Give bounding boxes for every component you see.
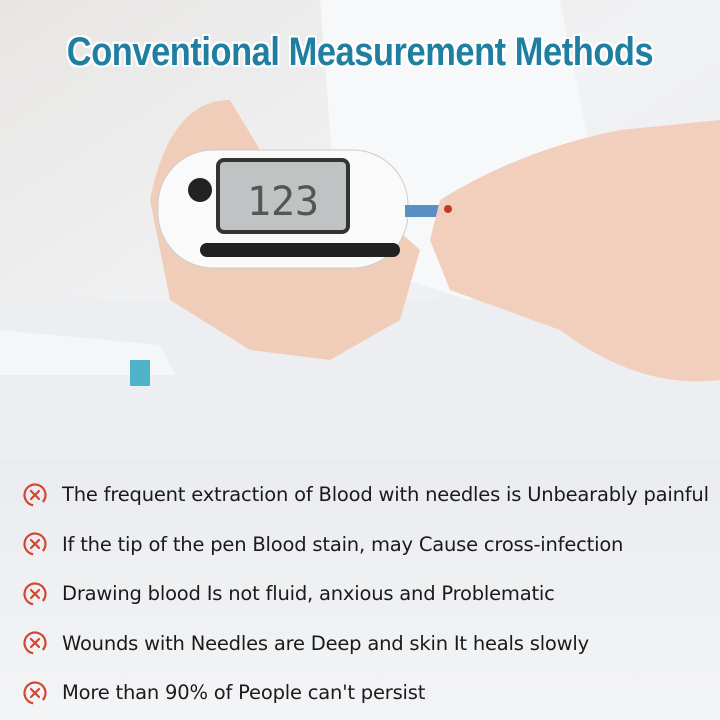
meter-button (188, 178, 212, 202)
list-item: Drawing blood Is not fluid, anxious and … (22, 569, 720, 619)
blood-drop (444, 205, 452, 213)
right-hand (430, 120, 720, 382)
x-circle-icon (23, 681, 47, 705)
page-title: Conventional Measurement Methods (66, 30, 654, 74)
list-item: The frequent extraction of Blood with ne… (22, 470, 720, 520)
list-item: More than 90% of People can't persist (22, 668, 720, 718)
drawbacks-list: The frequent extraction of Blood with ne… (22, 470, 720, 718)
glucose-meter-photo: 123 (0, 0, 720, 460)
list-item-text: The frequent extraction of Blood with ne… (62, 483, 709, 507)
x-circle-icon (23, 631, 47, 655)
list-item-text: If the tip of the pen Blood stain, may C… (62, 532, 624, 556)
x-circle-icon (23, 582, 47, 606)
list-item: Wounds with Needles are Deep and skin It… (22, 619, 720, 669)
list-item-text: More than 90% of People can't persist (62, 681, 426, 705)
lancet-tip (130, 360, 150, 386)
list-item-text: Wounds with Needles are Deep and skin It… (62, 631, 589, 655)
list-item-text: Drawing blood Is not fluid, anxious and … (62, 582, 555, 606)
list-item: If the tip of the pen Blood stain, may C… (22, 520, 720, 570)
meter-reading: 123 (247, 179, 319, 225)
x-circle-icon (23, 532, 47, 556)
x-circle-icon (23, 483, 47, 507)
meter-screen (216, 158, 350, 234)
